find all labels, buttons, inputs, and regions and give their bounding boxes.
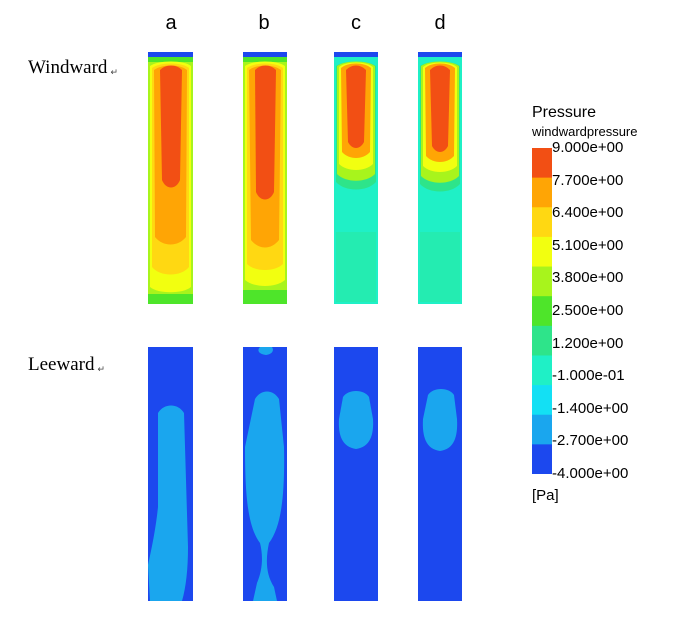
colorbar-segment [532,236,552,268]
row-label-leeward: Leeward ↵ [28,354,105,376]
legend-title: Pressure [532,104,597,121]
colorbar-segment [532,266,552,297]
return-mark-icon: ↵ [110,67,118,77]
colorbar-tick-label: 2.500e+00 [552,302,624,319]
leeward-panel-c [334,347,378,601]
colorbar-segment [532,148,552,179]
windward-panel-b [243,52,287,304]
colorbar [532,148,552,474]
colorbar-tick-label: 3.800e+00 [552,269,624,287]
column-label-b: b [258,12,270,34]
colorbar-tick-label: 1.200e+00 [552,334,624,352]
windward-panel-a [148,52,193,304]
legend-subtitle: windwardpressure [532,124,638,139]
leeward-panel-b [243,347,287,601]
colorbar-tick-label: 7.700e+00 [552,171,624,189]
column-label-d: d [434,12,446,34]
leeward-panel-a [148,347,193,601]
colorbar-segment [532,325,552,356]
colorbar-tick-label: -1.000e-01 [552,367,625,385]
colorbar-segment [532,385,552,416]
colorbar-tick-label: -4.000e+00 [552,465,629,482]
column-label-c: c [351,12,361,34]
colorbar-tick-label: -2.700e+00 [552,432,629,450]
colorbar-tick-label: -1.400e+00 [552,399,629,417]
colorbar-segment [532,355,552,386]
windward-panel-d [418,52,462,304]
colorbar-segment [532,444,552,474]
leeward-panel-d [418,347,462,601]
windward-panel-c [334,52,378,304]
return-mark-icon: ↵ [97,364,106,374]
column-label-a: a [165,12,177,34]
row-label-windward: Windward ↵ [28,57,118,79]
colorbar-segment [532,414,552,445]
row-label-leeward-text: Leeward [28,354,95,375]
colorbar-tick-label: 5.100e+00 [552,236,624,254]
colorbar-segment [532,207,552,238]
legend-unit: [Pa] [532,487,559,504]
colorbar-tick-label: 9.000e+00 [552,139,624,156]
row-label-windward-text: Windward [28,57,108,78]
colorbar-segment [532,177,552,208]
colorbar-tick-label: 6.400e+00 [552,204,624,222]
colorbar-segment [532,296,552,327]
